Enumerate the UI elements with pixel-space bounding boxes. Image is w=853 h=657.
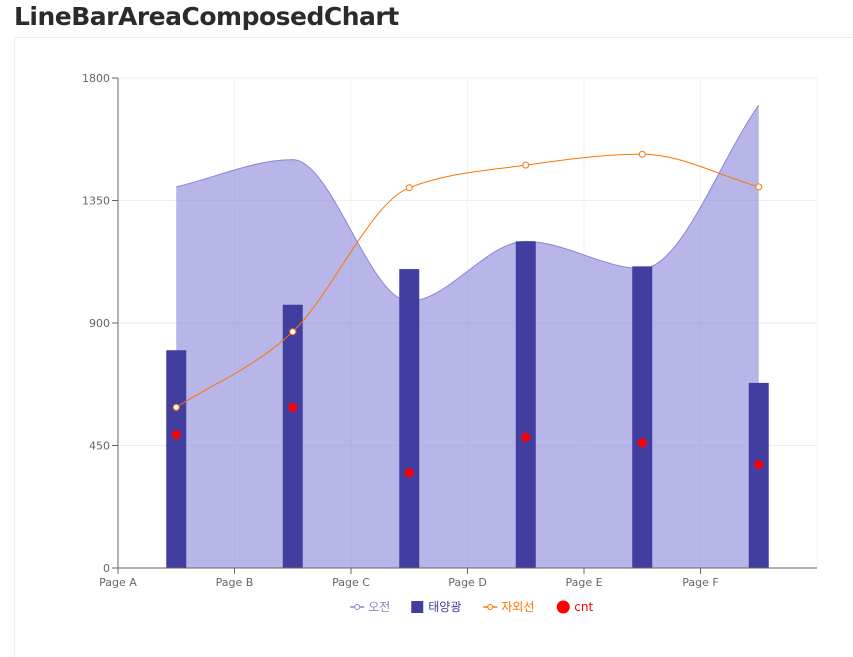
bar-page-c bbox=[399, 269, 420, 568]
scatter-point-3 bbox=[404, 468, 414, 478]
y-tick-label: 450 bbox=[89, 440, 110, 453]
legend-item-태양광: 태양광 bbox=[411, 600, 461, 614]
line-자외선 bbox=[175, 153, 759, 408]
y-tick-label: 900 bbox=[89, 317, 110, 330]
legend-square-icon bbox=[411, 601, 424, 613]
scatter-point-2 bbox=[288, 402, 298, 412]
axis-layer: 0 450 900 1350 1800 Page A Page B Page C Page D P… bbox=[82, 72, 817, 589]
scatter-point-6 bbox=[754, 460, 764, 470]
legend-label: 자외선 bbox=[501, 600, 534, 614]
x-tick-label: Page F bbox=[682, 576, 718, 589]
legend-item-오전: 오전 bbox=[350, 600, 390, 614]
line-layer bbox=[172, 150, 763, 411]
line-dot-1 bbox=[172, 403, 180, 411]
legend-label: 오전 bbox=[368, 600, 390, 614]
legend-item-자외선: 자외선 bbox=[483, 600, 534, 614]
bar-layer bbox=[166, 241, 769, 569]
chart-card bbox=[14, 37, 853, 657]
line-dot-5 bbox=[638, 150, 646, 158]
area-fill-오전 bbox=[176, 105, 759, 568]
legend-dot-icon bbox=[354, 604, 361, 610]
y-tick-label: 0 bbox=[103, 562, 110, 575]
legend-dot-icon bbox=[487, 604, 494, 610]
x-tick-label: Page A bbox=[99, 576, 137, 589]
legend: 오전 태양광 자외선 cnt bbox=[350, 600, 593, 614]
legend-label: 태양광 bbox=[428, 600, 461, 614]
bar-page-d bbox=[515, 241, 536, 569]
page-title: LineBarAreaComposedChart bbox=[14, 2, 399, 31]
scatter-point-4 bbox=[521, 432, 531, 442]
x-tick-label: Page E bbox=[565, 576, 602, 589]
bar-page-e bbox=[632, 266, 653, 568]
area-line-오전 bbox=[176, 104, 760, 302]
area-layer bbox=[176, 104, 760, 568]
scatter-point-5 bbox=[637, 438, 647, 448]
bar-page-b bbox=[282, 304, 303, 568]
line-dot-3 bbox=[405, 184, 413, 192]
line-dot-4 bbox=[522, 161, 530, 169]
legend-circle-icon bbox=[556, 600, 570, 614]
scatter-layer bbox=[171, 402, 764, 478]
x-tick-label: Page C bbox=[332, 576, 370, 589]
x-tick-label: Page B bbox=[216, 576, 254, 589]
legend-item-cnt: cnt bbox=[556, 600, 593, 614]
line-dot-2 bbox=[289, 328, 297, 336]
legend-label: cnt bbox=[574, 600, 593, 614]
line-dot-6 bbox=[755, 183, 763, 191]
x-tick-label: Page D bbox=[448, 576, 487, 589]
scatter-point-1 bbox=[171, 430, 181, 440]
y-tick-label: 1800 bbox=[82, 72, 110, 85]
bar-page-a bbox=[166, 350, 187, 568]
bar-page-f bbox=[748, 382, 769, 568]
y-tick-label: 1350 bbox=[82, 195, 110, 208]
